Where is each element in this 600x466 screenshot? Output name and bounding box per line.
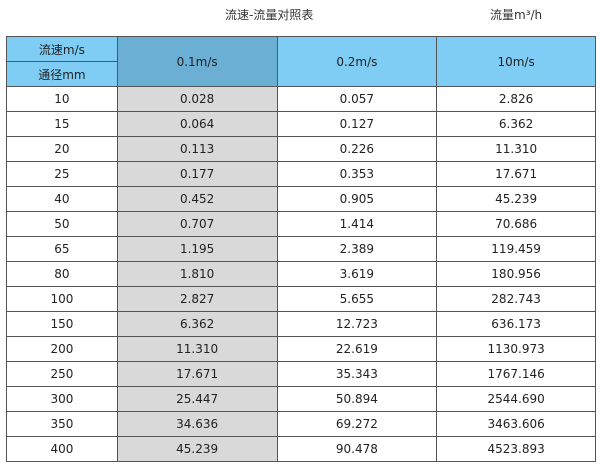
flow-cell: 180.956 [436,261,596,287]
diameter-header: 通径mm [6,61,118,87]
flow-cell: 45.239 [436,186,596,212]
flow-cell: 69.272 [276,411,438,437]
flow-cell: 2.389 [276,236,438,262]
flow-cell: 17.671 [116,361,278,387]
flow-cell: 282.743 [436,286,596,312]
flow-cell: 6.362 [436,111,596,137]
table-row: 80 1.810 3.619 180.956 [6,261,596,287]
table-row: 300 25.447 50.894 2544.690 [6,386,596,412]
flow-cell: 0.452 [116,186,278,212]
diameter-cell: 25 [6,161,118,187]
velocity-header: 流速m/s [6,36,118,62]
diameter-cell: 10 [6,86,118,112]
flow-cell: 6.362 [116,311,278,337]
column-header: 0.1m/s [116,36,278,87]
flow-cell: 1767.146 [436,361,596,387]
diameter-cell: 150 [6,311,118,337]
diameter-cell: 20 [6,136,118,162]
flow-cell: 25.447 [116,386,278,412]
diameter-cell: 50 [6,211,118,237]
flow-cell: 11.310 [436,136,596,162]
table-row: 25 0.177 0.353 17.671 [6,161,596,187]
column-header: 0.2m/s [276,36,438,87]
flow-cell: 2544.690 [436,386,596,412]
table-row: 50 0.707 1.414 70.686 [6,211,596,237]
flow-cell: 50.894 [276,386,438,412]
flow-cell: 4523.893 [436,436,596,462]
diameter-cell: 300 [6,386,118,412]
header-row: 通径mm [6,61,596,87]
table-row: 65 1.195 2.389 119.459 [6,236,596,262]
flow-cell: 0.064 [116,111,278,137]
header-row: 流速m/s 0.1m/s 0.2m/s 10m/s [6,36,596,87]
flow-cell: 12.723 [276,311,438,337]
flow-cell: 70.686 [436,211,596,237]
diameter-cell: 65 [6,236,118,262]
flow-cell: 35.343 [276,361,438,387]
diameter-cell: 40 [6,186,118,212]
flow-cell: 0.177 [116,161,278,187]
diameter-cell: 15 [6,111,118,137]
diameter-cell: 400 [6,436,118,462]
diameter-cell: 350 [6,411,118,437]
flow-cell: 0.905 [276,186,438,212]
table-row: 250 17.671 35.343 1767.146 [6,361,596,387]
table-row: 15 0.064 0.127 6.362 [6,111,596,137]
flow-cell: 0.057 [276,86,438,112]
diameter-cell: 80 [6,261,118,287]
flow-cell: 119.459 [436,236,596,262]
flow-cell: 636.173 [436,311,596,337]
flow-cell: 0.353 [276,161,438,187]
table-row: 150 6.362 12.723 636.173 [6,311,596,337]
table-row: 10 0.028 0.057 2.826 [6,86,596,112]
flow-cell: 2.826 [436,86,596,112]
diameter-cell: 250 [6,361,118,387]
flow-cell: 0.707 [116,211,278,237]
table-row: 200 11.310 22.619 1130.973 [6,336,596,362]
flow-cell: 1.195 [116,236,278,262]
table-row: 350 34.636 69.272 3463.606 [6,411,596,437]
flow-cell: 0.028 [116,86,278,112]
flow-cell: 17.671 [436,161,596,187]
flow-cell: 1.810 [116,261,278,287]
flow-rate-table: 流速m/s 0.1m/s 0.2m/s 10m/s 通径mm 10 0.028 0.… [6,36,596,462]
diameter-cell: 200 [6,336,118,362]
unit-label: 流量m³/h [490,8,543,22]
table-row: 400 45.239 90.478 4523.893 [6,436,596,462]
flow-cell: 0.226 [276,136,438,162]
table-title: 流速-流量对照表 [225,8,314,22]
flow-cell: 1130.973 [436,336,596,362]
table-row: 100 2.827 5.655 282.743 [6,286,596,312]
flow-cell: 3463.606 [436,411,596,437]
flow-cell: 90.478 [276,436,438,462]
flow-cell: 34.636 [116,411,278,437]
table-row: 40 0.452 0.905 45.239 [6,186,596,212]
diameter-cell: 100 [6,286,118,312]
flow-cell: 22.619 [276,336,438,362]
flow-cell: 3.619 [276,261,438,287]
flow-cell: 11.310 [116,336,278,362]
flow-cell: 45.239 [116,436,278,462]
column-header: 10m/s [436,36,596,87]
flow-cell: 0.127 [276,111,438,137]
flow-cell: 0.113 [116,136,278,162]
flow-cell: 2.827 [116,286,278,312]
flow-cell: 1.414 [276,211,438,237]
table-row: 20 0.113 0.226 11.310 [6,136,596,162]
flow-cell: 5.655 [276,286,438,312]
